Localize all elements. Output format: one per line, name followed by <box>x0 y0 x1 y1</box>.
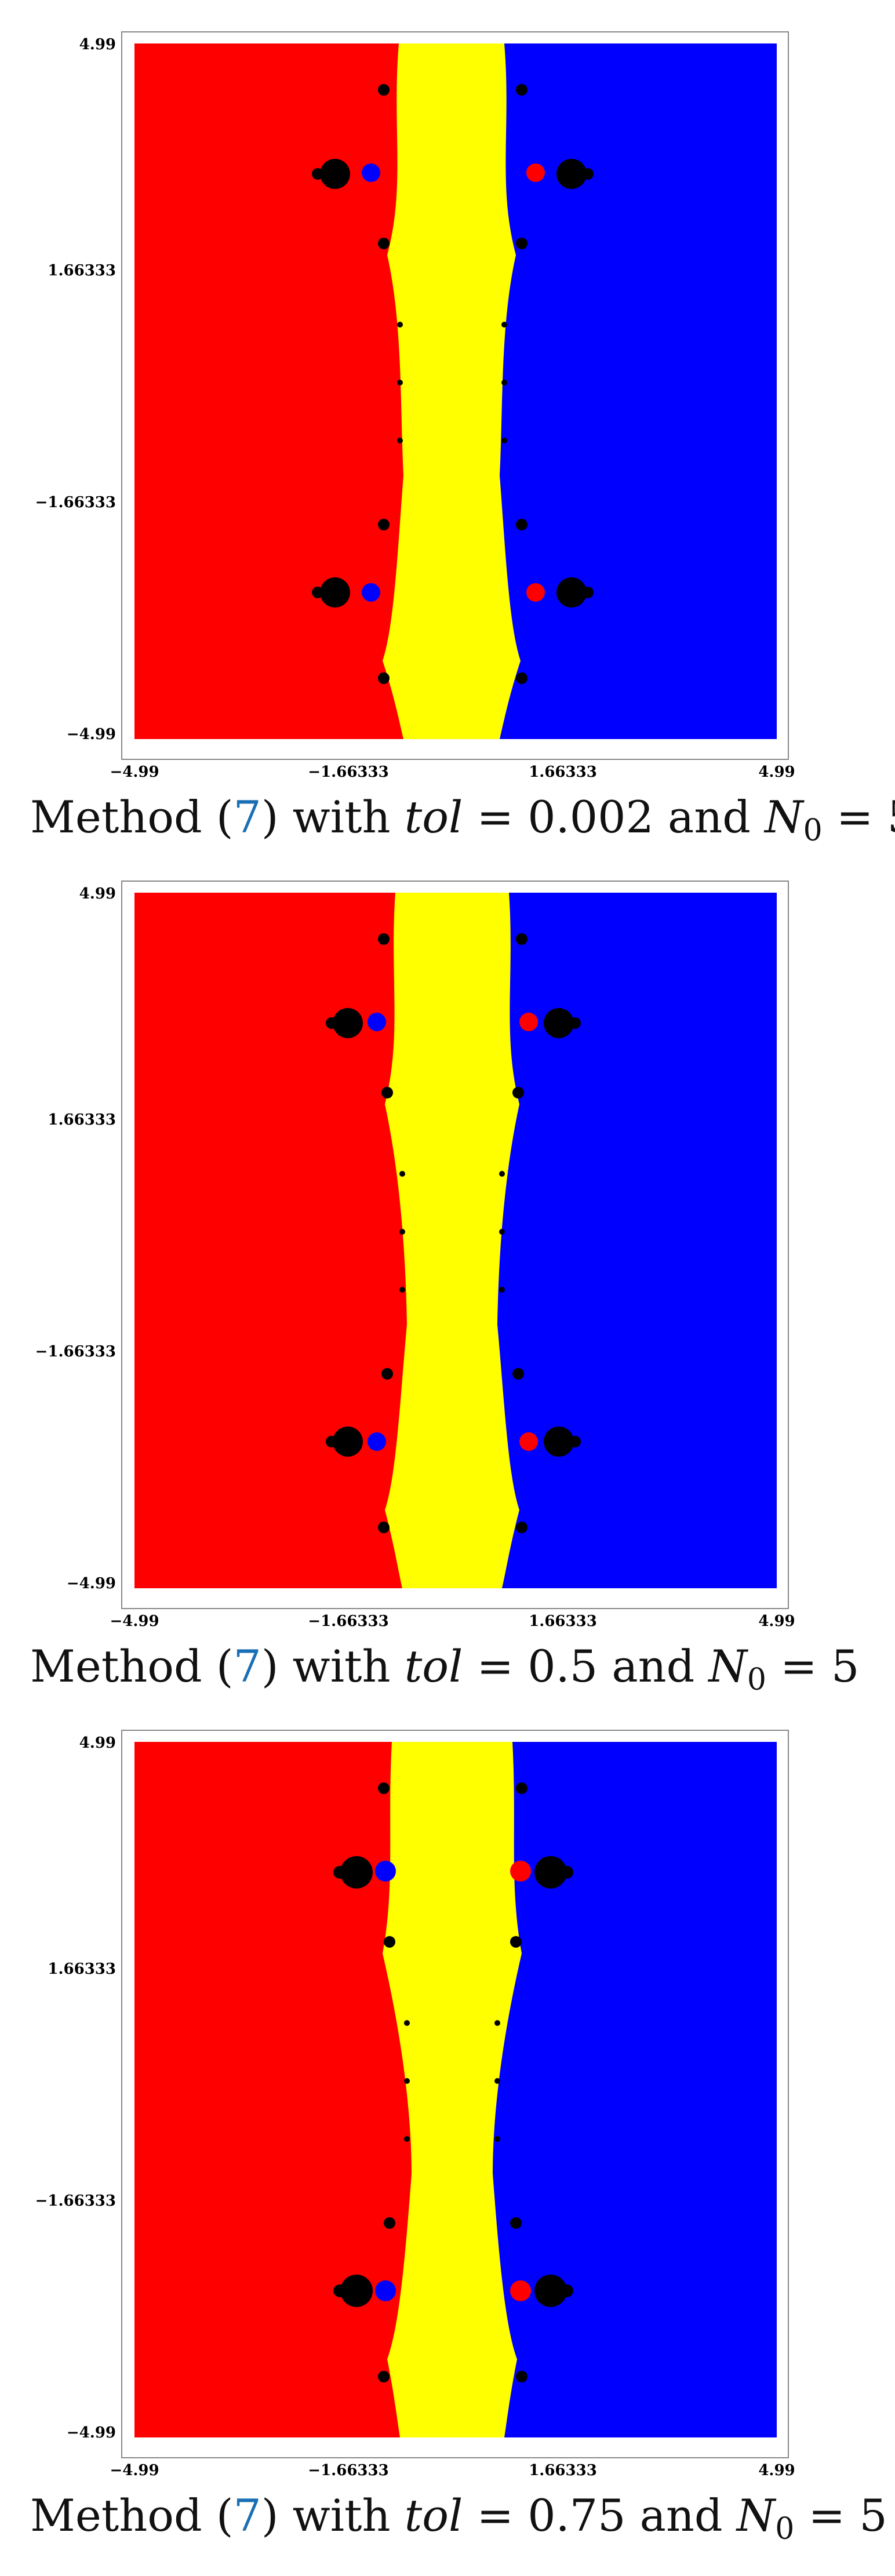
x-tick-label: −1.66333 <box>308 2462 388 2479</box>
caption-text: ) with <box>261 2490 405 2541</box>
caption-text: Method ( <box>30 1640 234 1692</box>
tolerance-value: 0.75 <box>527 2490 626 2541</box>
n-value: 5 <box>859 2490 887 2541</box>
x-tick-label: 4.99 <box>758 1613 795 1630</box>
fractal-bulbs <box>312 84 594 684</box>
equals-sign: = <box>463 2490 528 2541</box>
n-subscript: 0 <box>803 813 823 848</box>
y-axis-ticks: 4.99 1.66333 −1.66333 −4.99 <box>35 1734 116 2442</box>
caption-text: ) with <box>261 1640 405 1692</box>
basin-plot-1: −4.99 −1.66333 1.66333 4.99 4.99 1.66333… <box>35 31 795 781</box>
x-tick-label: 1.66333 <box>529 2462 597 2479</box>
basin-yellow-region <box>385 893 519 1588</box>
fractal-bulbs <box>326 933 581 1533</box>
y-tick-label: −4.99 <box>67 2424 116 2442</box>
n-subscript: 0 <box>747 1662 766 1697</box>
tolerance-symbol: tol <box>404 2490 463 2541</box>
caption-text: ) with <box>261 791 405 843</box>
basin-yellow-region <box>383 1742 522 2437</box>
x-axis-ticks: −4.99 −1.66333 1.66333 4.99 <box>110 1613 795 1630</box>
n-symbol: N <box>736 2490 776 2541</box>
figure-panel-3: −4.99 −1.66333 1.66333 4.99 4.99 1.66333… <box>0 1698 895 2548</box>
tolerance-symbol: tol <box>404 791 463 843</box>
figure-caption: Method (7) with tol = 0.002 and N0 = 5 <box>30 788 895 860</box>
y-tick-label: 1.66333 <box>48 1960 116 1978</box>
equation-reference-link[interactable]: 7 <box>233 791 261 843</box>
x-axis-ticks: −4.99 −1.66333 1.66333 4.99 <box>110 2462 795 2479</box>
x-tick-label: −4.99 <box>110 763 159 781</box>
n-value: 5 <box>887 791 895 843</box>
figure-panel-1: −4.99 −1.66333 1.66333 4.99 4.99 1.66333… <box>0 0 895 849</box>
y-tick-label: −4.99 <box>67 726 116 743</box>
x-tick-label: −4.99 <box>110 2462 159 2479</box>
plot-frame <box>121 881 789 1609</box>
caption-text: Method ( <box>30 791 234 843</box>
caption-text: and <box>653 791 765 843</box>
tolerance-symbol: tol <box>404 1640 463 1692</box>
equals-sign: = <box>766 1640 831 1692</box>
y-tick-label: 1.66333 <box>48 1111 116 1129</box>
basin-yellow-region <box>383 43 521 739</box>
n-symbol: N <box>708 1640 747 1692</box>
x-tick-label: −4.99 <box>110 1613 159 1630</box>
caption-text: and <box>625 2490 737 2541</box>
y-tick-label: 1.66333 <box>48 262 116 279</box>
x-tick-label: −1.66333 <box>308 1613 388 1630</box>
y-tick-label: −1.66333 <box>35 1343 116 1360</box>
caption-text: Method ( <box>30 2490 234 2541</box>
y-axis-ticks: 4.99 1.66333 −1.66333 −4.99 <box>35 36 116 743</box>
y-tick-label: 4.99 <box>79 36 116 53</box>
fractal-bulbs <box>333 1782 573 2382</box>
equation-reference-link[interactable]: 7 <box>233 2490 261 2541</box>
caption-text: and <box>598 1640 709 1692</box>
y-tick-label: −1.66333 <box>35 494 116 511</box>
equals-sign: = <box>463 791 528 843</box>
equals-sign: = <box>822 791 887 843</box>
x-axis-ticks: −4.99 −1.66333 1.66333 4.99 <box>110 763 795 781</box>
y-tick-label: 4.99 <box>79 885 116 903</box>
figure-caption: Method (7) with tol = 0.5 and N0 = 5 <box>30 1638 888 1709</box>
equation-reference-link[interactable]: 7 <box>233 1640 261 1692</box>
n-symbol: N <box>765 791 803 843</box>
tolerance-value: 0.002 <box>527 791 654 843</box>
y-axis-ticks: 4.99 1.66333 −1.66333 −4.99 <box>35 885 116 1592</box>
x-tick-label: 1.66333 <box>529 1613 597 1630</box>
equals-sign: = <box>794 2490 860 2541</box>
n-value: 5 <box>831 1640 860 1692</box>
y-tick-label: 4.99 <box>79 1734 116 1752</box>
tolerance-value: 0.5 <box>527 1640 598 1692</box>
n-subscript: 0 <box>775 2512 795 2546</box>
plot-frame <box>121 1730 789 2458</box>
x-tick-label: −1.66333 <box>308 763 388 781</box>
figure-panel-2: −4.99 −1.66333 1.66333 4.99 4.99 1.66333… <box>0 849 895 1698</box>
plot-frame <box>121 31 789 760</box>
x-tick-label: 1.66333 <box>529 763 597 781</box>
basin-plot-3: −4.99 −1.66333 1.66333 4.99 4.99 1.66333… <box>35 1730 795 2479</box>
y-tick-label: −4.99 <box>67 1575 116 1592</box>
equals-sign: = <box>463 1640 528 1692</box>
basin-plot-2: −4.99 −1.66333 1.66333 4.99 4.99 1.66333… <box>35 881 795 1630</box>
x-tick-label: 4.99 <box>758 2462 795 2479</box>
x-tick-label: 4.99 <box>758 763 795 781</box>
figure-caption: Method (7) with tol = 0.75 and N0 = 5 <box>30 2487 888 2558</box>
y-tick-label: −1.66333 <box>35 2192 116 2210</box>
